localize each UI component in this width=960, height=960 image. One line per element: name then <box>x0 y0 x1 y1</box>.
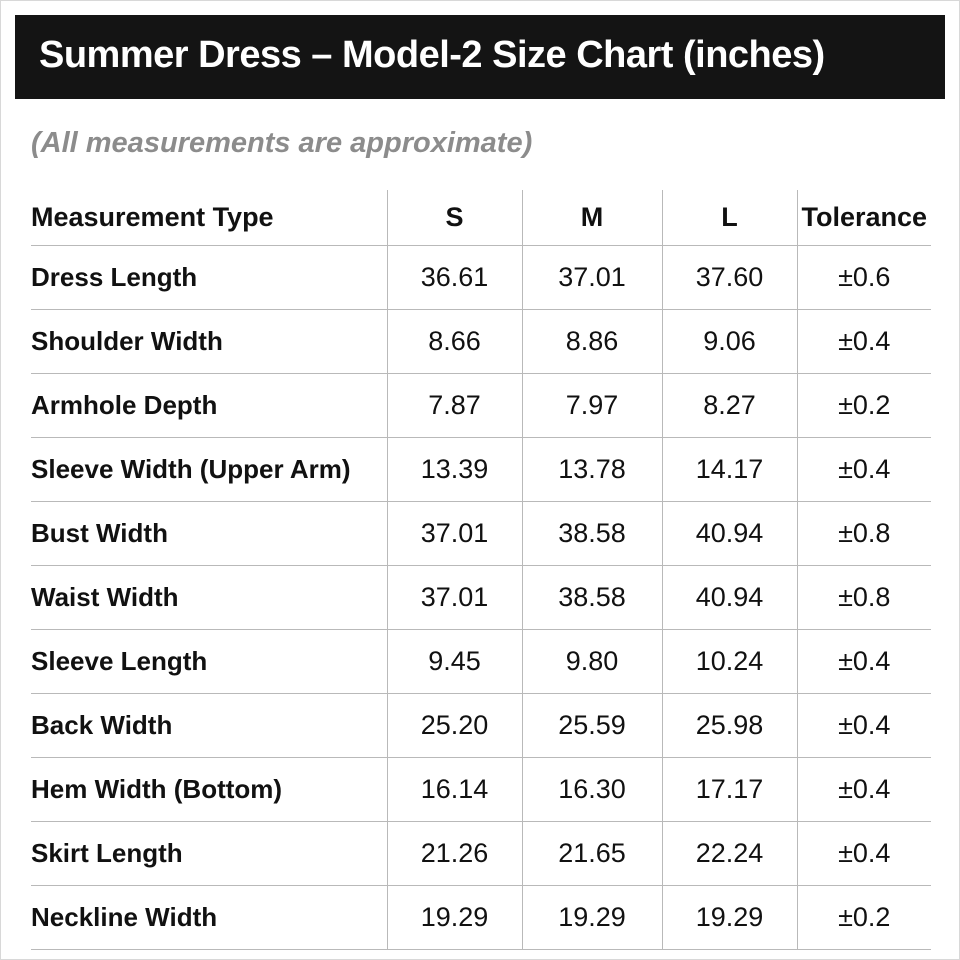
cell-value: 19.29 <box>387 885 523 950</box>
row-label: Waist Width <box>31 565 388 630</box>
column-header: S <box>387 189 523 246</box>
column-header: M <box>522 189 663 246</box>
table-row: Sleeve Length 9.45 9.80 10.24 ±0.4 <box>31 629 931 694</box>
cell-value: 8.86 <box>522 309 663 374</box>
cell-value: 25.98 <box>662 693 798 758</box>
cell-value: 37.01 <box>387 501 523 566</box>
subtitle-note: (All measurements are approximate) <box>31 126 533 159</box>
cell-value: 13.39 <box>387 437 523 502</box>
cell-value: 7.87 <box>387 373 523 438</box>
row-label: Sleeve Width (Upper Arm) <box>31 437 388 502</box>
cell-value: 40.94 <box>662 501 798 566</box>
table-row: Hem Width (Bottom) 16.14 16.30 17.17 ±0.4 <box>31 757 931 822</box>
cell-value: ±0.6 <box>797 245 931 310</box>
cell-value: ±0.4 <box>797 437 931 502</box>
cell-value: ±0.4 <box>797 821 931 886</box>
table-row: Armhole Depth 7.87 7.97 8.27 ±0.2 <box>31 373 931 438</box>
table-row: Back Width 25.20 25.59 25.98 ±0.4 <box>31 693 931 758</box>
cell-value: 13.78 <box>522 437 663 502</box>
title-bar: Summer Dress – Model-2 Size Chart (inche… <box>15 15 945 99</box>
cell-value: 25.20 <box>387 693 523 758</box>
cell-value: 16.30 <box>522 757 663 822</box>
cell-value: ±0.8 <box>797 565 931 630</box>
cell-value: 14.17 <box>662 437 798 502</box>
size-chart-table: Measurement Type S M L Tolerance Dress Lengt… <box>31 189 931 950</box>
cell-value: ±0.8 <box>797 501 931 566</box>
row-label: Bust Width <box>31 501 388 566</box>
table-row: Waist Width 37.01 38.58 40.94 ±0.8 <box>31 565 931 630</box>
column-header: Measurement Type <box>31 189 388 246</box>
row-label: Sleeve Length <box>31 629 388 694</box>
cell-value: 40.94 <box>662 565 798 630</box>
cell-value: 21.65 <box>522 821 663 886</box>
cell-value: ±0.2 <box>797 373 931 438</box>
cell-value: ±0.4 <box>797 757 931 822</box>
cell-value: 37.60 <box>662 245 798 310</box>
cell-value: 37.01 <box>387 565 523 630</box>
cell-value: 21.26 <box>387 821 523 886</box>
row-label: Armhole Depth <box>31 373 388 438</box>
column-header: L <box>662 189 798 246</box>
row-label: Hem Width (Bottom) <box>31 757 388 822</box>
table-row: Sleeve Width (Upper Arm) 13.39 13.78 14.17 ±… <box>31 437 931 502</box>
cell-value: 25.59 <box>522 693 663 758</box>
cell-value: 36.61 <box>387 245 523 310</box>
cell-value: 7.97 <box>522 373 663 438</box>
cell-value: ±0.4 <box>797 309 931 374</box>
cell-value: 9.80 <box>522 629 663 694</box>
cell-value: ±0.4 <box>797 693 931 758</box>
cell-value: 8.27 <box>662 373 798 438</box>
cell-value: 10.24 <box>662 629 798 694</box>
row-label: Dress Length <box>31 245 388 310</box>
row-label: Skirt Length <box>31 821 388 886</box>
column-header: Tolerance <box>797 189 931 246</box>
table-row: Skirt Length 21.26 21.65 22.24 ±0.4 <box>31 821 931 886</box>
cell-value: 17.17 <box>662 757 798 822</box>
cell-value: 38.58 <box>522 501 663 566</box>
cell-value: ±0.4 <box>797 629 931 694</box>
row-label: Shoulder Width <box>31 309 388 374</box>
row-label: Neckline Width <box>31 885 388 950</box>
table-row: Shoulder Width 8.66 8.86 9.06 ±0.4 <box>31 309 931 374</box>
cell-value: 9.45 <box>387 629 523 694</box>
cell-value: 19.29 <box>522 885 663 950</box>
cell-value: 9.06 <box>662 309 798 374</box>
cell-value: 37.01 <box>522 245 663 310</box>
table-header-row: Measurement Type S M L Tolerance <box>31 189 931 246</box>
cell-value: 16.14 <box>387 757 523 822</box>
cell-value: ±0.2 <box>797 885 931 950</box>
cell-value: 38.58 <box>522 565 663 630</box>
cell-value: 22.24 <box>662 821 798 886</box>
page-title: Summer Dress – Model-2 Size Chart (inche… <box>39 34 825 76</box>
row-label: Back Width <box>31 693 388 758</box>
table-row: Bust Width 37.01 38.58 40.94 ±0.8 <box>31 501 931 566</box>
cell-value: 8.66 <box>387 309 523 374</box>
table-row: Neckline Width 19.29 19.29 19.29 ±0.2 <box>31 885 931 950</box>
table-row: Dress Length 36.61 37.01 37.60 ±0.6 <box>31 245 931 310</box>
cell-value: 19.29 <box>662 885 798 950</box>
